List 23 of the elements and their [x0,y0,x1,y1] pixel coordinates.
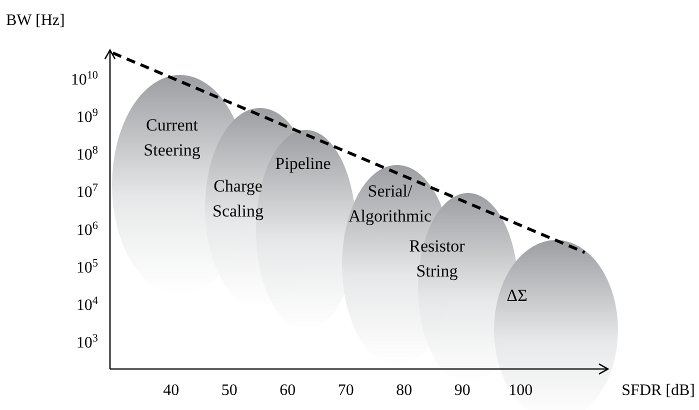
annotation: Pipeline [275,154,331,173]
y-tick-label: 10$^{4}$ [76,295,98,314]
x-tick-label: 100 [508,382,533,399]
y-tick-label: 10$^{9}$ [76,106,98,126]
y-axis-title: BW [Hz] [6,12,65,29]
y-tick-label: 10$^{8}$ [76,144,98,164]
x-tick-label: 60 [280,382,296,399]
x-axis-title: SFDR [dB] [622,382,695,399]
y-tick-label: 10$^{3}$ [76,332,98,352]
x-tick-label: 90 [454,382,470,399]
y-tick-label: 10$^{7}$ [76,182,98,202]
x-tick-label: 40 [163,382,180,399]
annotation: Current Steering [144,116,201,160]
annotation: ΔΣ [506,286,528,305]
x-tick-label: 80 [396,382,412,399]
y-tick-label: 10$^{5}$ [76,257,98,276]
annotation: Serial/ Algorithmic [348,182,432,226]
x-tick-label: 70 [338,382,354,399]
y-tick-label: 10$^{6}$ [76,220,98,239]
annotation: Resistor String [409,236,466,280]
y-tick-label: 10$^{10}$ [70,69,98,88]
annotation: Charge Scaling [212,176,264,220]
x-tick-label: 50 [221,382,238,399]
